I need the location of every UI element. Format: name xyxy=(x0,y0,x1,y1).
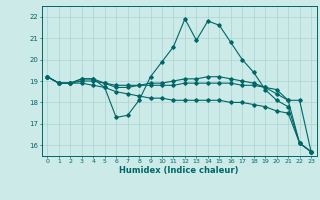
X-axis label: Humidex (Indice chaleur): Humidex (Indice chaleur) xyxy=(119,166,239,175)
